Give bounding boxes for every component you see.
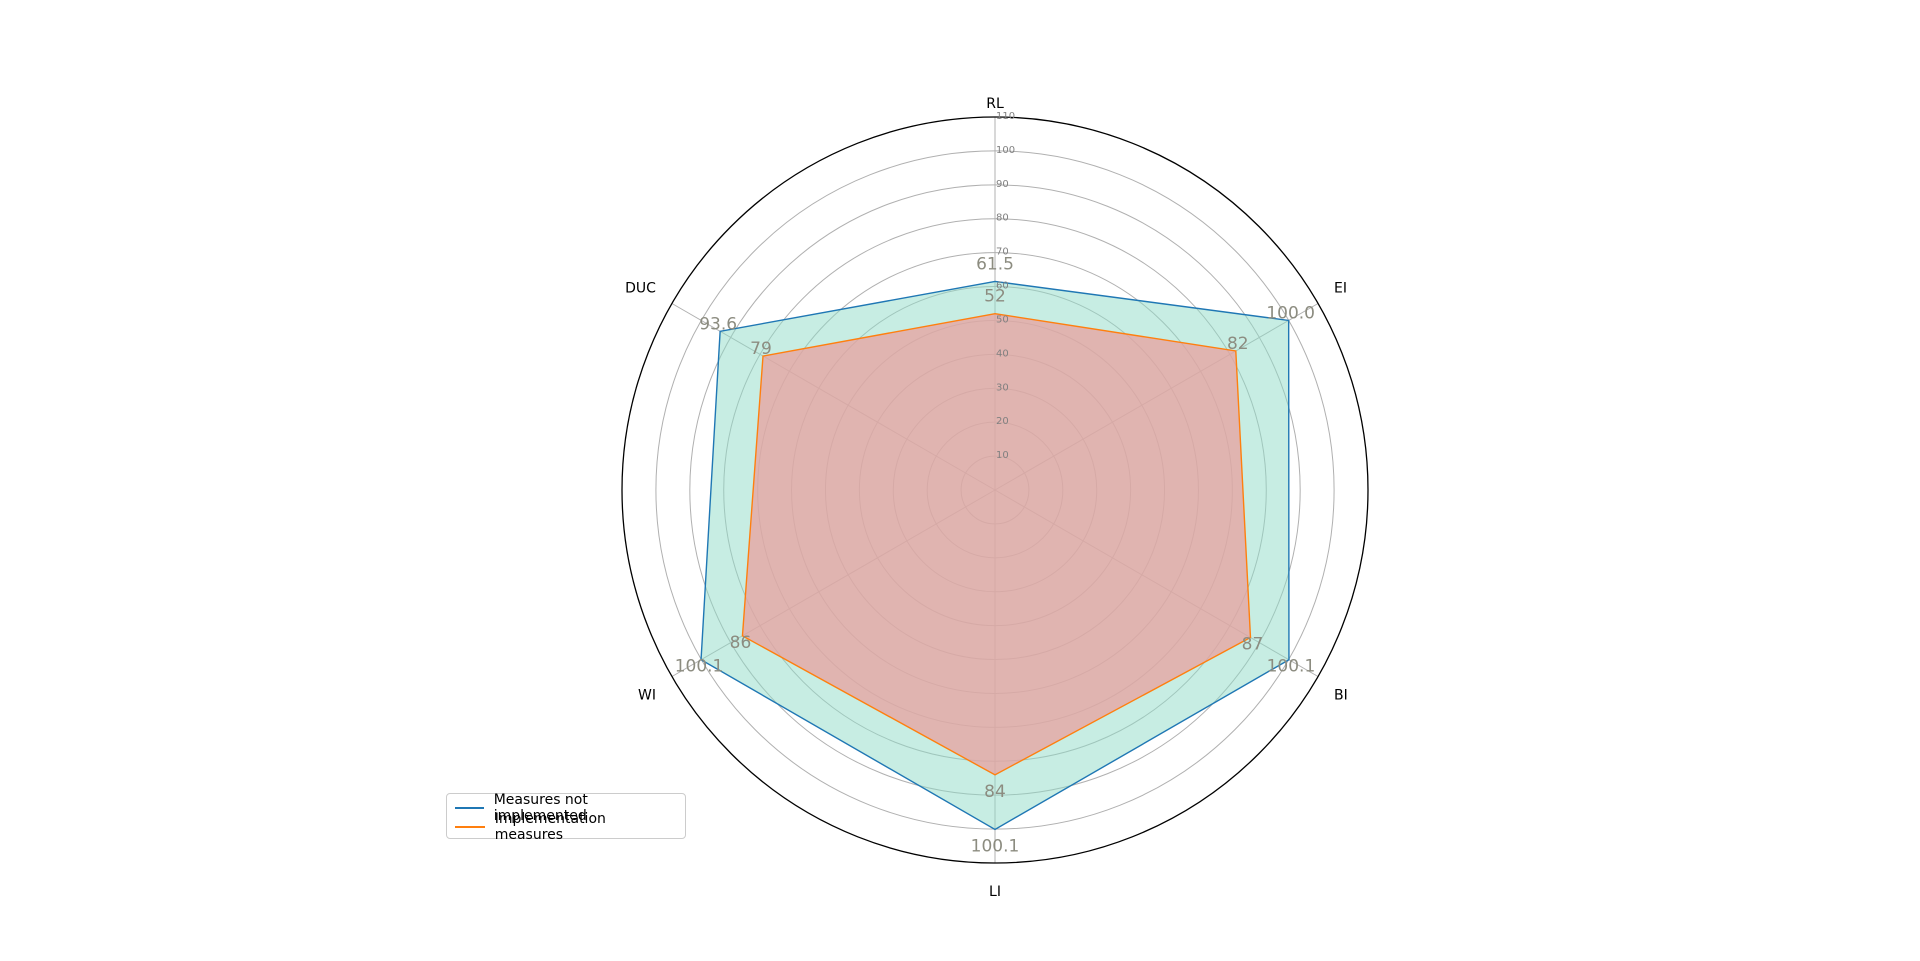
axis-labels: RL EI BI LI WI DUC bbox=[625, 96, 1348, 900]
legend-item-implementation: Implementation measures bbox=[455, 811, 677, 843]
value-label-measures-not-implemented-li: 100.1 bbox=[971, 836, 1020, 856]
value-label-implementation-measures-wi: 86 bbox=[730, 633, 752, 653]
axis-label-bi: BI bbox=[1334, 688, 1348, 704]
value-label-implementation-measures-ei: 82 bbox=[1227, 334, 1249, 354]
r-tick-label-40: 40 bbox=[996, 348, 1009, 359]
legend-item-not-implemented: Measures not implemented bbox=[455, 792, 677, 824]
value-label-implementation-measures-rl: 52 bbox=[984, 287, 1006, 307]
value-label-measures-not-implemented-bi: 100.1 bbox=[1267, 657, 1316, 677]
r-tick-label-70: 70 bbox=[996, 247, 1009, 258]
value-label-measures-not-implemented-duc: 93.6 bbox=[699, 314, 737, 334]
r-tick-label-80: 80 bbox=[996, 213, 1009, 224]
series-line-implementation-measures bbox=[741, 312, 1252, 776]
axis-label-duc: DUC bbox=[625, 281, 656, 297]
r-tick-label-30: 30 bbox=[996, 382, 1009, 393]
axis-label-wi: WI bbox=[638, 688, 656, 704]
value-labels: 61.5 100.0 100.1 100.1 100.1 93.6 52 82 87 84 86 79 bbox=[675, 254, 1316, 856]
r-tick-label-100: 100 bbox=[996, 145, 1015, 156]
series-layer bbox=[700, 280, 1290, 831]
legend-label-implementation: Implementation measures bbox=[494, 810, 606, 843]
series-line-measures-not-implemented bbox=[700, 280, 1290, 831]
legend-swatch-implementation bbox=[455, 825, 485, 828]
r-tick-label-60: 60 bbox=[996, 281, 1009, 292]
value-label-measures-not-implemented-rl: 61.5 bbox=[976, 254, 1014, 274]
value-label-implementation-measures-li: 84 bbox=[984, 782, 1006, 802]
legend: Measures not implemented Implementation … bbox=[446, 792, 686, 843]
value-label-implementation-measures-bi: 87 bbox=[1242, 635, 1264, 655]
legend-label-not-implemented: Measures not implemented bbox=[493, 791, 588, 824]
series-area-implementation-measures bbox=[742, 313, 1251, 775]
axis-label-ei: EI bbox=[1334, 281, 1347, 297]
r-tick-label-50: 50 bbox=[996, 314, 1009, 325]
axis-label-rl: RL bbox=[986, 96, 1004, 112]
value-label-implementation-measures-duc: 79 bbox=[750, 339, 772, 359]
r-tick-label-90: 90 bbox=[996, 179, 1009, 190]
r-tick-label-110: 110 bbox=[996, 111, 1015, 122]
outer-frame bbox=[621, 116, 1369, 864]
radial-tick-labels: 10 20 30 40 50 60 70 80 90 100 110 bbox=[996, 111, 1015, 461]
r-tick-label-10: 10 bbox=[996, 450, 1009, 461]
legend-swatch-not-implemented bbox=[455, 806, 484, 809]
value-label-measures-not-implemented-ei: 100.0 bbox=[1266, 303, 1315, 323]
axis-label-li: LI bbox=[989, 884, 1001, 900]
r-tick-label-20: 20 bbox=[996, 416, 1009, 427]
value-label-measures-not-implemented-wi: 100.1 bbox=[675, 657, 724, 677]
